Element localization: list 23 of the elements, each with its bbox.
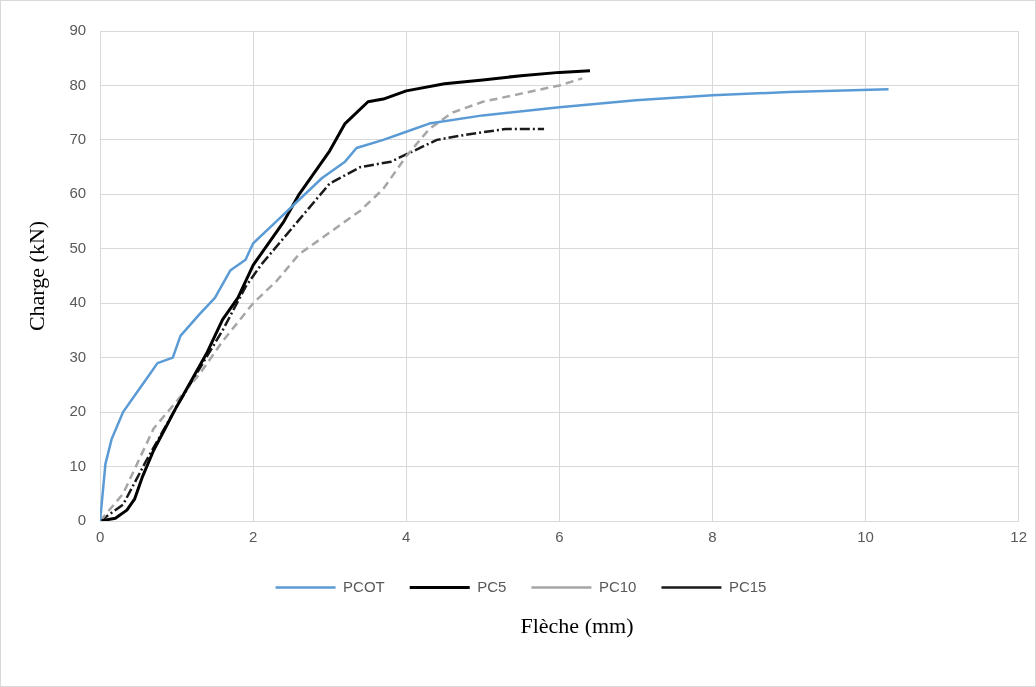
y-tick-label: 70 — [69, 130, 87, 148]
x-tick-label: 2 — [249, 528, 258, 546]
y-tick-label: 60 — [69, 184, 87, 202]
y-tick-label: 90 — [69, 21, 87, 39]
x-tick-label: 8 — [708, 528, 717, 546]
x-tick-label: 10 — [857, 528, 874, 546]
legend-label: PC10 — [598, 577, 637, 595]
y-tick-label: 80 — [69, 75, 87, 93]
x-tick-label: 6 — [555, 528, 564, 546]
legend-label: PC15 — [728, 577, 767, 595]
legend-label: PC5 — [477, 577, 507, 595]
y-tick-label: 0 — [77, 511, 87, 529]
x-tick-label: 4 — [402, 528, 411, 546]
y-tick-label: 40 — [69, 293, 87, 311]
x-tick-label: 0 — [95, 528, 105, 546]
legend-label: PCOT — [343, 577, 385, 595]
y-tick-label: 50 — [69, 238, 87, 256]
x-axis-title: Flèche (mm) — [519, 613, 635, 639]
y-tick-label: 30 — [69, 347, 87, 365]
x-tick-label: 12 — [1010, 528, 1027, 546]
y-tick-label: 20 — [69, 402, 87, 420]
y-axis-title: Charge (kN) — [23, 220, 49, 332]
y-tick-label: 10 — [69, 456, 87, 474]
